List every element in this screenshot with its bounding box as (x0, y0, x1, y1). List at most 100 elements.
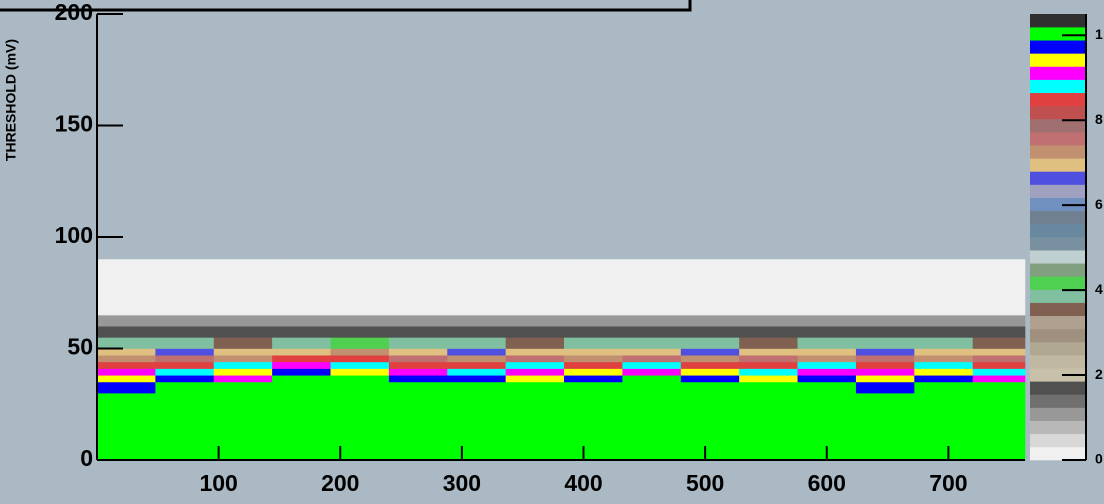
palette-cell (1030, 223, 1086, 238)
heatmap-cell (97, 281, 156, 316)
heatmap-cell (564, 348, 623, 356)
heatmap-cell (388, 259, 448, 282)
heatmap-cell (797, 361, 857, 369)
heatmap-cell (505, 381, 565, 394)
heatmap-cell (213, 348, 273, 356)
heatmap-cell (797, 368, 857, 376)
heatmap-cell (213, 381, 273, 394)
palette-cell (1030, 184, 1086, 198)
heatmap-cell (155, 355, 215, 363)
heatmap-cell (272, 259, 331, 282)
heatmap-cell (914, 393, 974, 461)
heatmap-cell (914, 368, 974, 376)
heatmap-cell (972, 348, 1026, 356)
heatmap-cell (680, 375, 740, 383)
palette-cell (1030, 40, 1086, 54)
heatmap-cell (680, 393, 740, 461)
heatmap-cell (739, 368, 798, 376)
heatmap-cell (739, 281, 798, 316)
heatmap-cell (972, 355, 1026, 363)
heatmap-cell (447, 348, 506, 356)
heatmap-cell (680, 315, 740, 327)
heatmap-cell (97, 315, 156, 327)
heatmap-cell (914, 326, 974, 338)
x-tick-label: 400 (564, 470, 602, 496)
palette-cell (1030, 446, 1086, 461)
heatmap-cell (388, 375, 448, 383)
heatmap-cell (564, 315, 623, 327)
heatmap-cell (447, 259, 506, 282)
heatmap-cell (155, 348, 215, 356)
heatmap-cell (447, 393, 506, 461)
heatmap-cell (505, 337, 565, 349)
heatmap-cell (97, 375, 156, 383)
heatmap-cell (447, 375, 506, 383)
heatmap-cell (155, 368, 215, 376)
heatmap-cell (622, 315, 682, 327)
heatmap-cell (213, 326, 273, 338)
heatmap-cell (97, 326, 156, 338)
heatmap-cell (564, 326, 623, 338)
heatmap-cell (739, 361, 798, 369)
heatmap-cell (330, 326, 390, 338)
heatmap-cell (855, 315, 915, 327)
heatmap-cell (388, 348, 448, 356)
heatmap-cell (797, 348, 857, 356)
palette-cell (1030, 105, 1086, 120)
heatmap-cell (447, 281, 506, 316)
heatmap-cell (447, 368, 506, 376)
palette-cell (1030, 315, 1086, 330)
heatmap-cell (272, 381, 331, 394)
heatmap-cell (272, 368, 331, 376)
heatmap-cell (739, 393, 798, 461)
heatmap-cell (155, 393, 215, 461)
heatmap-cell (213, 368, 273, 376)
palette-cell (1030, 263, 1086, 277)
heatmap-cell (622, 326, 682, 338)
heatmap-cell (272, 355, 331, 363)
heatmap-cell (97, 259, 156, 282)
heatmap-cell (213, 281, 273, 316)
heatmap-cell (797, 326, 857, 338)
heatmap-cell (680, 368, 740, 376)
heatmap-cell (564, 361, 623, 369)
palette-cell (1030, 53, 1086, 67)
heatmap-cell (505, 348, 565, 356)
palette-cell (1030, 237, 1086, 251)
heatmap-cell (97, 381, 156, 394)
palette-cell (1030, 92, 1086, 107)
heatmap-cell (388, 381, 448, 394)
z-tick-label: 2 (1095, 366, 1103, 382)
y-tick-label: 150 (55, 111, 93, 137)
heatmap-cell (622, 259, 682, 282)
heatmap-cell (272, 337, 331, 349)
heatmap-cell (213, 337, 273, 349)
heatmap-cell (797, 315, 857, 327)
heatmap-cell (505, 393, 565, 461)
heatmap-cell (622, 361, 682, 369)
heatmap-cell (564, 355, 623, 363)
heatmap-cell (855, 355, 915, 363)
heatmap-cell (622, 368, 682, 376)
heatmap-cell (564, 381, 623, 394)
heatmap-cell (330, 381, 390, 394)
heatmap-cell (155, 281, 215, 316)
palette-cell (1030, 66, 1086, 80)
heatmap-cell (272, 315, 331, 327)
heatmap-cell (680, 381, 740, 394)
heatmap-cell (972, 393, 1026, 461)
y-tick-label: 100 (55, 222, 93, 248)
palette-cell (1030, 368, 1086, 382)
heatmap-cell (972, 361, 1026, 369)
heatmap-cell (330, 361, 390, 369)
palette-cell (1030, 341, 1086, 356)
palette-cell (1030, 420, 1086, 435)
heatmap-cell (388, 393, 448, 461)
heatmap-cell (972, 337, 1026, 349)
heatmap-cell (855, 348, 915, 356)
heatmap-cell (564, 393, 623, 461)
heatmap-cell (388, 337, 448, 349)
heatmap-cell (447, 326, 506, 338)
heatmap-cell (564, 368, 623, 376)
